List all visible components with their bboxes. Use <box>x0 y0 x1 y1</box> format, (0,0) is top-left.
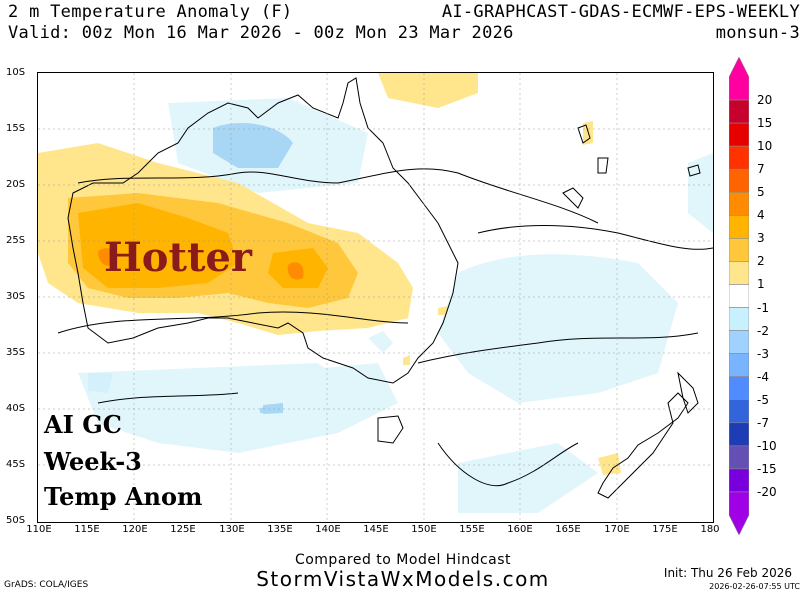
colorbar-swatch <box>729 353 749 377</box>
colorbar-label: 20 <box>757 93 773 108</box>
colorbar-label: 4 <box>757 208 765 223</box>
lon-label: 145E <box>363 524 389 535</box>
colorbar-swatch <box>729 468 749 493</box>
colorbar-swatch <box>729 399 749 424</box>
hindcast-note: Compared to Model Hindcast <box>294 552 512 568</box>
colorbar-swatch <box>729 215 749 239</box>
panel-label-field: Temp Anom <box>44 482 203 511</box>
colorbar-label: -4 <box>757 369 769 384</box>
colorbar-swatch <box>729 445 749 470</box>
lon-label: 165E <box>555 524 581 535</box>
lon-label: 175E <box>652 524 678 535</box>
init-time: Init: Thu 26 Feb 2026 <box>663 566 792 580</box>
model-name: AI-GRAPHCAST-GDAS-ECMWF-EPS-WEEKLY <box>441 2 800 22</box>
colorbar-label: 15 <box>757 116 773 131</box>
colorbar-label: -10 <box>757 438 777 453</box>
colorbar-label: 2 <box>757 254 765 269</box>
colorbar-swatch <box>729 191 749 216</box>
colorbar-label: -5 <box>757 392 769 407</box>
lon-label: 155E <box>459 524 485 535</box>
colorbar-swatch <box>729 57 749 101</box>
colorbar-label: -1 <box>757 300 769 315</box>
anomaly-contours <box>57 168 713 487</box>
grads-credit: GrADS: COLA/IGES <box>4 580 89 590</box>
lon-label: 170E <box>604 524 630 535</box>
colorbar-label: -15 <box>757 461 777 476</box>
lon-label: 120E <box>122 524 148 535</box>
colorbar-swatch <box>729 284 749 308</box>
panel-label-model: AI GC <box>44 410 122 439</box>
lat-label: 30S <box>6 291 26 302</box>
lat-label: 40S <box>6 403 26 414</box>
lon-label: 115E <box>74 524 100 535</box>
colorbar-swatch <box>729 99 749 124</box>
colorbar-swatch <box>729 422 749 447</box>
generated-stamp: 2026-02-26-07:55 UTC <box>709 582 800 591</box>
colorbar-swatch <box>729 238 749 262</box>
lon-label: 125E <box>170 524 196 535</box>
lon-label: 150E <box>411 524 437 535</box>
colorbar-label: 10 <box>757 139 773 154</box>
run-name: monsun-3 <box>715 23 800 43</box>
lat-label: 20S <box>6 179 26 190</box>
lon-label: 135E <box>267 524 293 535</box>
cool-anomaly-areas <box>78 98 713 513</box>
colorbar-label: 3 <box>757 231 765 246</box>
lat-label: 25S <box>6 235 26 246</box>
lat-label: 10S <box>6 67 26 78</box>
colorbar-swatch <box>729 122 749 147</box>
lon-label: 130E <box>219 524 245 535</box>
anomaly-map <box>37 72 714 523</box>
colorbar-swatch <box>729 145 749 170</box>
colorbar-label: -3 <box>757 346 769 361</box>
lon-label: 160E <box>507 524 533 535</box>
colorbar-swatch <box>729 307 749 331</box>
lat-label: 35S <box>6 347 26 358</box>
hotter-annotation: Hotter <box>104 234 252 281</box>
lon-label: 180 <box>700 524 720 535</box>
lat-label: 45S <box>6 459 26 470</box>
lon-label: 140E <box>315 524 341 535</box>
colorbar-label: -7 <box>757 415 769 430</box>
colorbar-label: 5 <box>757 185 765 200</box>
lat-label: 15S <box>6 123 26 134</box>
colorbar-swatch <box>729 376 749 401</box>
title-line1: 2 m Temperature Anomaly (F) <box>8 2 293 22</box>
panel-label-week: Week-3 <box>44 447 142 476</box>
lat-label: 50S <box>6 515 26 526</box>
colorbar-swatch <box>729 491 749 535</box>
warm-anomaly-areas <box>38 73 621 475</box>
colorbar-label: 1 <box>757 277 765 292</box>
colorbar-label: -20 <box>757 484 777 499</box>
colorbar-label: -2 <box>757 323 769 338</box>
colorbar-swatch <box>729 330 749 354</box>
colorbar-label: 7 <box>757 162 765 177</box>
colorbar-swatch <box>729 168 749 193</box>
colorbar <box>729 57 749 535</box>
colorbar-swatch <box>729 261 749 285</box>
site-watermark: StormVistaWxModels.com <box>256 567 550 591</box>
valid-period: Valid: 00z Mon 16 Mar 2026 - 00z Mon 23 … <box>8 23 514 43</box>
lon-label: 110E <box>26 524 52 535</box>
coastlines <box>67 77 701 499</box>
